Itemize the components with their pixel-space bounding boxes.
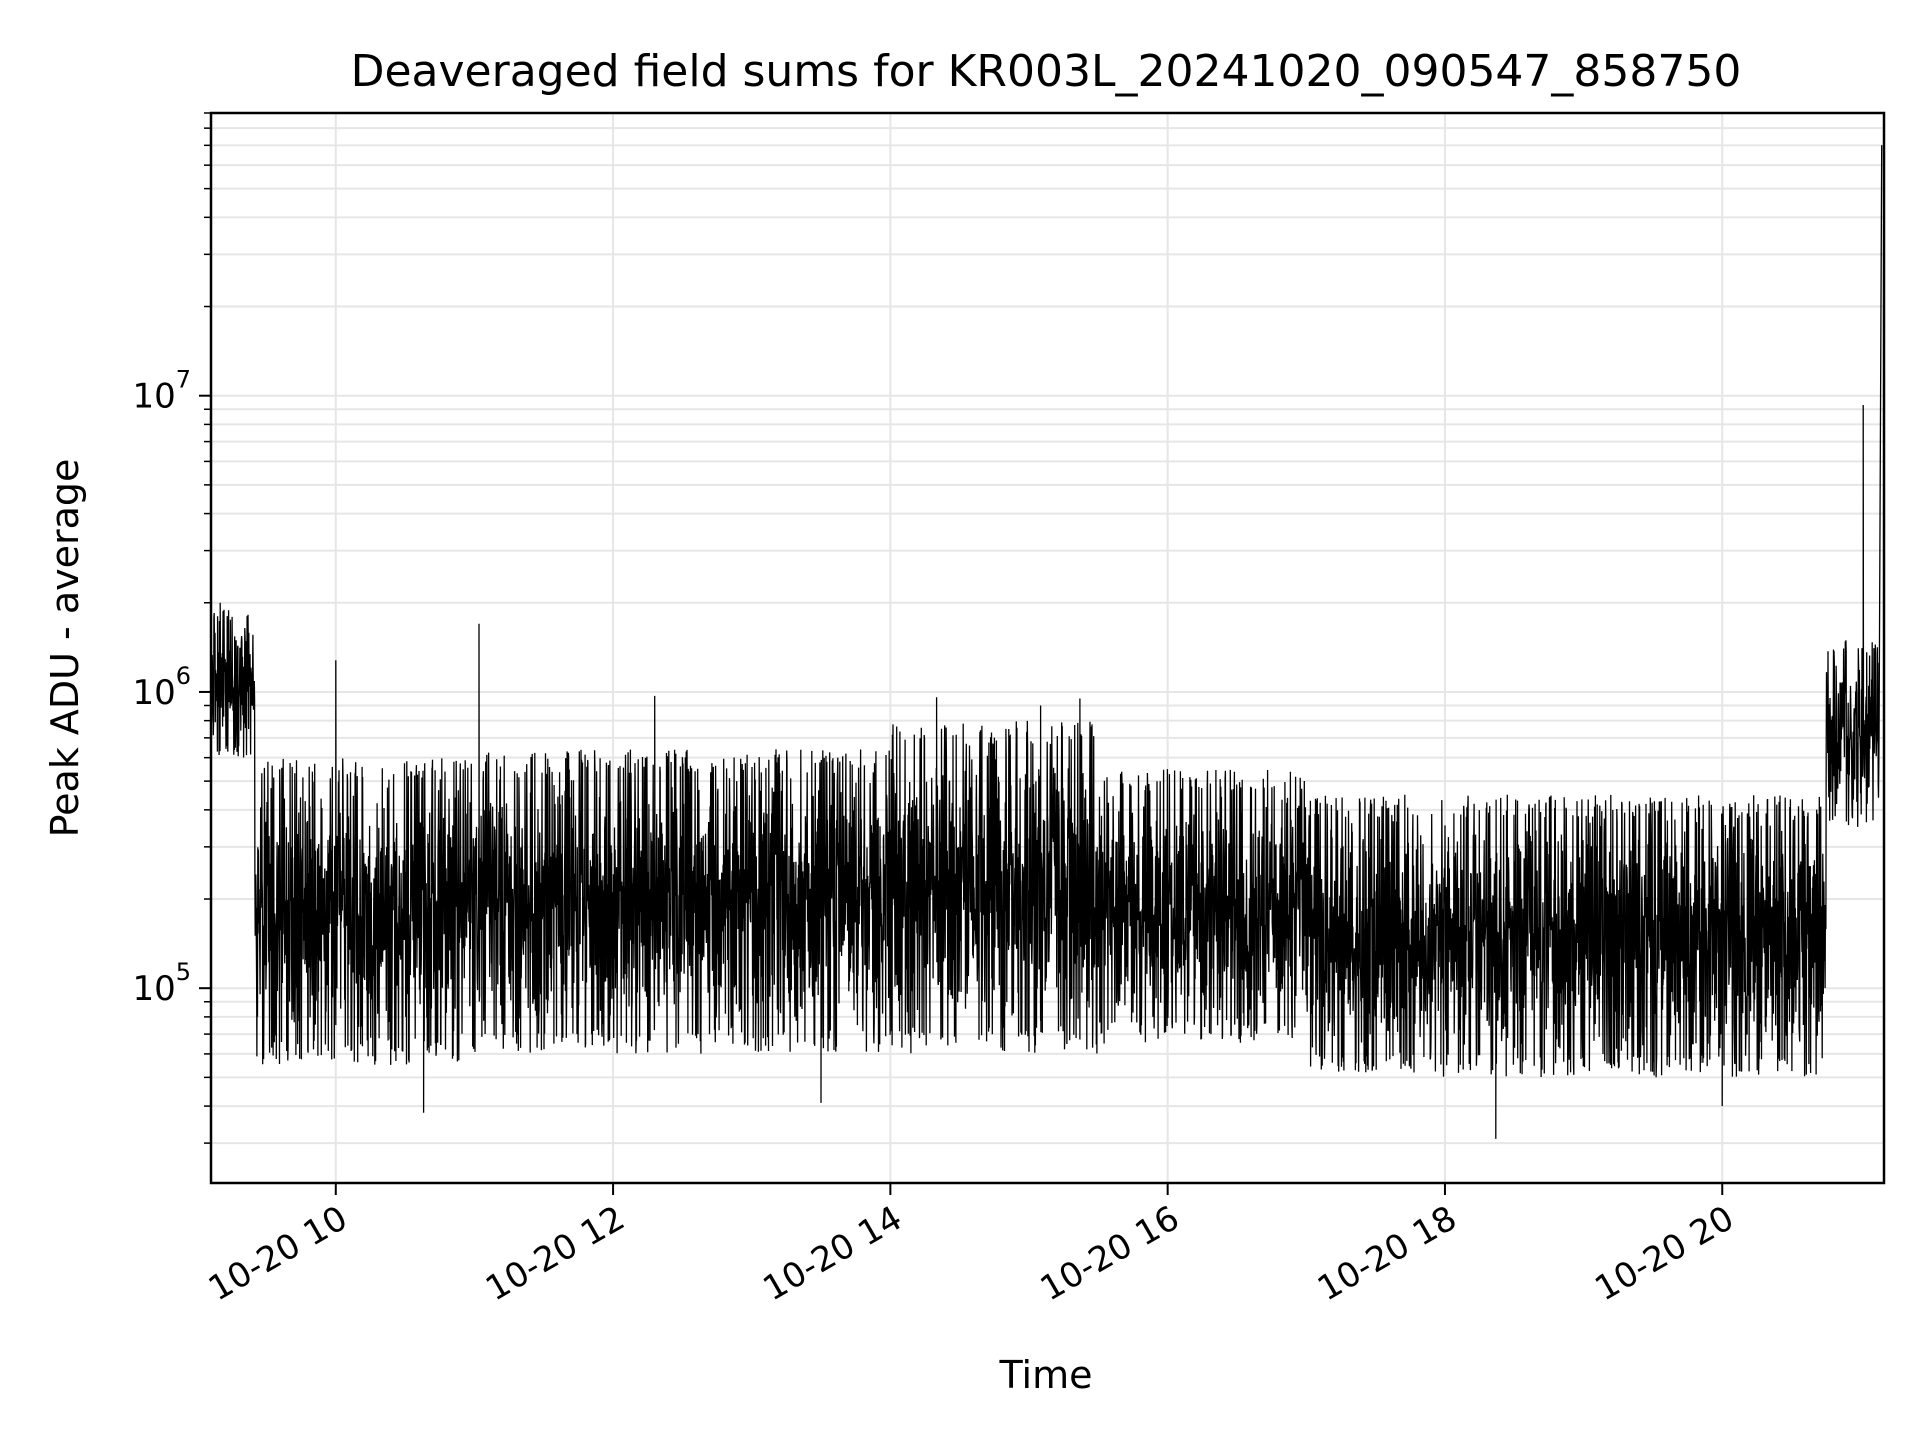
y-tick-label: 106 bbox=[132, 662, 191, 713]
plot-frame bbox=[209, 111, 1886, 1185]
series-line bbox=[210, 145, 1883, 1139]
x-axis-label: Time bbox=[999, 1353, 1093, 1397]
y-axis-label: Peak ADU - average bbox=[43, 459, 87, 838]
y-tick-label: 107 bbox=[132, 366, 191, 417]
y-axis: 105 106 107 bbox=[132, 112, 211, 1144]
data-series bbox=[210, 145, 1883, 1139]
chart-title: Deaveraged field sums for KR003L_2024102… bbox=[351, 46, 1742, 97]
y-tick-label: 105 bbox=[132, 958, 191, 1009]
